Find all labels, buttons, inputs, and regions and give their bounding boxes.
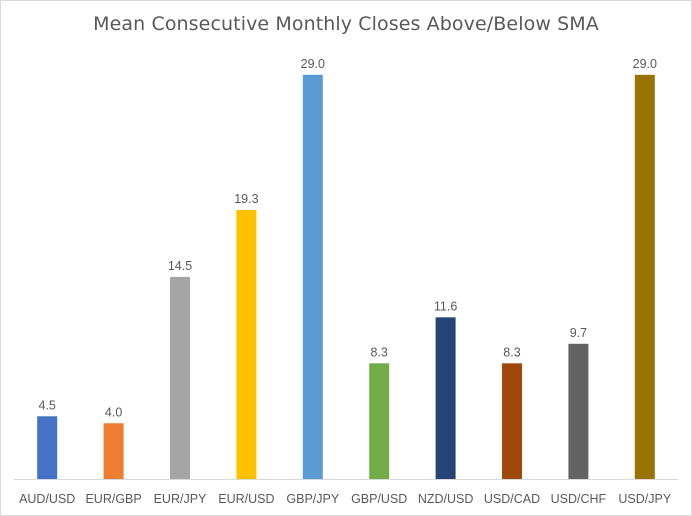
data-label-eur-usd: 19.3 xyxy=(234,192,258,206)
category-label-eur-gbp: EUR/GBP xyxy=(85,492,141,506)
data-label-aud-usd: 4.5 xyxy=(39,398,56,412)
bar-eur-jpy xyxy=(170,276,190,479)
bar-aud-usd xyxy=(37,416,58,479)
category-label-usd-chf: USD/CHF xyxy=(551,492,607,506)
category-label-eur-usd: EUR/USD xyxy=(218,492,274,506)
data-label-usd-cad: 8.3 xyxy=(503,345,520,359)
bar-gbp-jpy xyxy=(302,74,323,479)
bar-usd-chf xyxy=(568,343,589,479)
data-label-usd-chf: 9.7 xyxy=(570,326,587,340)
bar-eur-usd xyxy=(236,210,257,479)
category-label-nzd-usd: NZD/USD xyxy=(418,492,474,506)
data-label-usd-jpy: 29.0 xyxy=(633,57,657,71)
category-label-aud-usd: AUD/USD xyxy=(19,492,75,506)
bar-usd-cad xyxy=(502,363,522,479)
bar-nzd-usd xyxy=(435,317,456,479)
category-label-usd-jpy: USD/JPY xyxy=(618,492,671,506)
category-label-gbp-jpy: GBP/JPY xyxy=(286,492,339,506)
chart-title: Mean Consecutive Monthly Closes Above/Be… xyxy=(93,13,599,35)
data-label-eur-jpy: 14.5 xyxy=(168,259,192,273)
data-label-gbp-jpy: 29.0 xyxy=(301,57,325,71)
bar-gbp-usd xyxy=(369,363,390,479)
category-label-gbp-usd: GBP/USD xyxy=(351,492,407,506)
data-label-gbp-usd: 8.3 xyxy=(371,345,388,359)
bar-usd-jpy xyxy=(634,74,655,479)
data-label-nzd-usd: 11.6 xyxy=(434,299,457,313)
category-label-eur-jpy: EUR/JPY xyxy=(154,492,207,506)
data-label-eur-gbp: 4.0 xyxy=(105,405,122,419)
category-label-usd-cad: USD/CAD xyxy=(484,492,540,506)
bar-eur-gbp xyxy=(103,423,124,479)
